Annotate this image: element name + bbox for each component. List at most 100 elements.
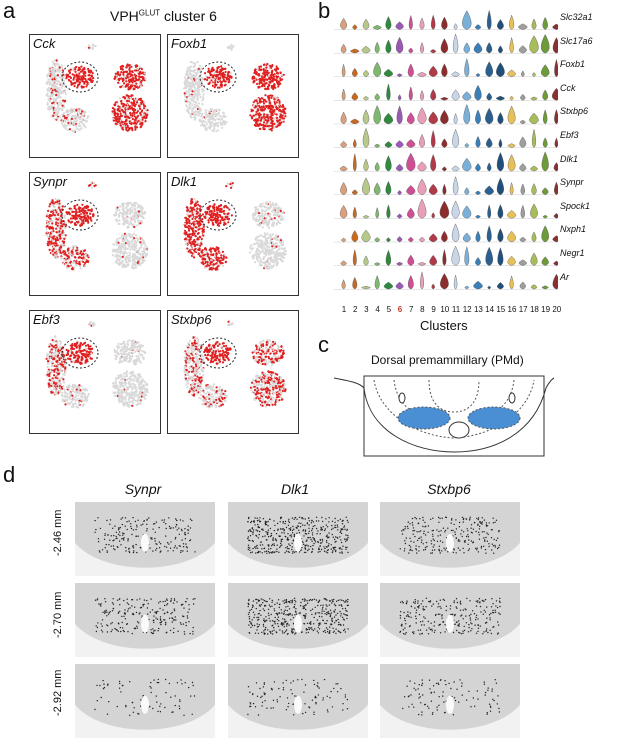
umap-cell-dot bbox=[275, 234, 278, 237]
umap-plot bbox=[45, 321, 149, 409]
umap-cell-dot bbox=[55, 256, 58, 259]
umap-cell-dot bbox=[133, 211, 136, 214]
umap-cell-dot bbox=[76, 221, 80, 224]
umap-cell-dot bbox=[131, 351, 134, 354]
umap-cell-dot bbox=[129, 383, 132, 386]
umap-cell-dot bbox=[114, 211, 117, 214]
umap-cell-dot bbox=[120, 71, 123, 74]
umap-cell-dot bbox=[113, 386, 117, 389]
umap-gene-label: Synpr bbox=[33, 174, 67, 189]
umap-cell-dot bbox=[273, 68, 276, 71]
umap-cell-dot bbox=[264, 213, 267, 216]
umap-cell-dot bbox=[78, 111, 81, 114]
umap-cell-dot bbox=[278, 100, 281, 103]
umap-cell-dot bbox=[76, 80, 79, 83]
umap-cell-dot bbox=[131, 215, 134, 218]
umap-cell-dot bbox=[121, 397, 124, 400]
umap-cell-dot bbox=[190, 247, 193, 250]
umap-cell-dot bbox=[264, 94, 267, 97]
umap-cell-dot bbox=[219, 214, 222, 217]
umap-cell-dot bbox=[129, 395, 132, 398]
umap-cell-dot bbox=[69, 354, 72, 357]
umap-cell-dot bbox=[189, 97, 192, 100]
umap-cell-dot bbox=[258, 239, 261, 242]
umap-cell-dot bbox=[73, 110, 76, 113]
umap-cell-dot bbox=[204, 120, 207, 123]
umap-cell-dot bbox=[190, 254, 194, 257]
umap-cell-dot bbox=[128, 251, 131, 254]
umap-cell-dot bbox=[284, 107, 287, 110]
umap-cell-dot bbox=[131, 84, 134, 87]
umap-cell-dot bbox=[58, 221, 61, 224]
umap-cell-dot bbox=[54, 64, 57, 68]
umap-cell-dot bbox=[122, 341, 125, 344]
umap-cell-dot bbox=[127, 378, 130, 381]
umap-cell-dot bbox=[73, 205, 76, 208]
umap-cell-dot bbox=[189, 214, 192, 217]
umap-cell-dot bbox=[258, 264, 261, 267]
umap-cell-dot bbox=[193, 65, 196, 68]
umap-cell-dot bbox=[216, 213, 219, 216]
umap-cell-dot bbox=[127, 98, 130, 101]
umap-cell-dot bbox=[57, 80, 60, 83]
umap-cell-dot bbox=[126, 73, 130, 76]
umap-cell-dot bbox=[232, 45, 235, 48]
umap-cell-dot bbox=[265, 244, 268, 247]
umap-cell-dot bbox=[78, 128, 81, 131]
umap-cell-dot bbox=[205, 75, 208, 78]
umap-cell-dot bbox=[260, 81, 263, 84]
umap-cell-dot bbox=[189, 241, 192, 245]
umap-cell-dot bbox=[76, 203, 79, 206]
umap-cell-dot bbox=[259, 215, 262, 218]
umap-cell-dot bbox=[50, 82, 53, 85]
umap-cell-dot bbox=[141, 118, 144, 121]
umap-cell-dot bbox=[81, 223, 84, 226]
umap-cell-dot bbox=[90, 208, 93, 211]
umap-cell-dot bbox=[278, 247, 281, 250]
umap-cell-dot bbox=[114, 384, 117, 387]
umap-cell-dot bbox=[213, 109, 216, 112]
umap-cell-dot bbox=[61, 228, 64, 231]
umap-cell-dot bbox=[117, 392, 120, 395]
umap-cell-dot bbox=[282, 105, 285, 108]
umap-cell-dot bbox=[69, 263, 72, 266]
umap-cell-dot bbox=[198, 236, 202, 239]
umap-cell-dot bbox=[216, 75, 219, 78]
umap-cell-dot bbox=[267, 262, 270, 265]
umap-cell-dot bbox=[50, 201, 53, 204]
umap-cell-dot bbox=[123, 75, 126, 78]
umap-plot bbox=[45, 181, 149, 271]
umap-cell-dot bbox=[255, 120, 258, 123]
umap-cell-dot bbox=[129, 216, 132, 219]
umap-cell-dot bbox=[261, 226, 264, 229]
umap-cell-dot bbox=[111, 117, 115, 120]
umap-cell-dot bbox=[121, 353, 124, 356]
umap-cell-dot bbox=[136, 219, 139, 222]
umap-cell-dot bbox=[249, 246, 252, 249]
umap-cell-dot bbox=[117, 353, 120, 356]
umap-cell-dot bbox=[186, 101, 189, 104]
umap-cell-dot bbox=[49, 95, 52, 98]
umap-cell-dot bbox=[185, 79, 188, 82]
umap-cell-dot bbox=[120, 245, 124, 248]
umap-cell-dot bbox=[117, 247, 120, 250]
umap-cell-dot bbox=[50, 105, 53, 108]
umap-cell-dot bbox=[255, 77, 258, 80]
umap-cell-dot bbox=[269, 234, 272, 237]
umap-cell-dot bbox=[67, 265, 70, 268]
umap-cell-dot bbox=[201, 120, 204, 123]
umap-cell-dot bbox=[200, 242, 203, 246]
umap-cell-dot bbox=[194, 80, 197, 84]
umap-cell-dot bbox=[123, 125, 126, 128]
umap-cell-dot bbox=[127, 398, 130, 401]
umap-cell-dot bbox=[215, 83, 218, 86]
umap-cell-dot bbox=[76, 246, 79, 249]
umap-cell-dot bbox=[123, 122, 126, 125]
umap-cell-dot bbox=[186, 237, 189, 240]
umap-cell-dot bbox=[224, 222, 227, 225]
umap-cell-dot bbox=[73, 344, 76, 347]
umap-cell-dot bbox=[193, 93, 196, 96]
umap-cell-dot bbox=[133, 396, 136, 399]
umap-cell-dot bbox=[278, 108, 281, 111]
umap-cell-dot bbox=[253, 261, 257, 264]
